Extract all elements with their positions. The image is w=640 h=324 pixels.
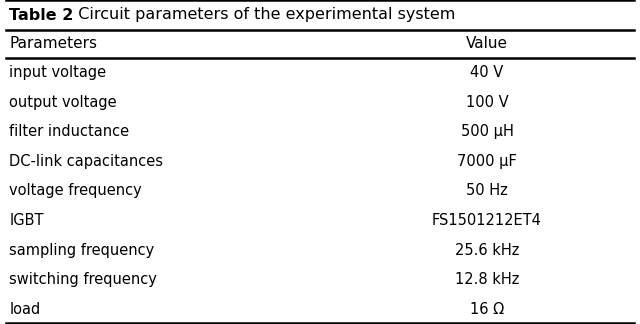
Text: sampling frequency: sampling frequency	[9, 243, 154, 258]
Text: 12.8 kHz: 12.8 kHz	[455, 272, 519, 287]
Text: 16 Ω: 16 Ω	[470, 302, 504, 317]
Text: voltage frequency: voltage frequency	[9, 183, 142, 199]
Text: load: load	[9, 302, 40, 317]
Text: 7000 μF: 7000 μF	[457, 154, 517, 169]
Text: 50 Hz: 50 Hz	[466, 183, 508, 199]
Text: 25.6 kHz: 25.6 kHz	[455, 243, 519, 258]
Text: input voltage: input voltage	[9, 65, 106, 80]
Text: Value: Value	[466, 37, 508, 52]
Text: filter inductance: filter inductance	[9, 124, 129, 139]
Text: FS1501212ET4: FS1501212ET4	[432, 213, 542, 228]
Text: Parameters: Parameters	[9, 37, 97, 52]
Text: Circuit parameters of the experimental system: Circuit parameters of the experimental s…	[68, 7, 456, 22]
Text: 100 V: 100 V	[466, 95, 508, 110]
Text: DC-link capacitances: DC-link capacitances	[9, 154, 163, 169]
Text: output voltage: output voltage	[9, 95, 117, 110]
Text: IGBT: IGBT	[9, 213, 44, 228]
Text: Table 2: Table 2	[9, 7, 74, 22]
Text: 500 μH: 500 μH	[461, 124, 513, 139]
Text: switching frequency: switching frequency	[9, 272, 157, 287]
Text: 40 V: 40 V	[470, 65, 504, 80]
